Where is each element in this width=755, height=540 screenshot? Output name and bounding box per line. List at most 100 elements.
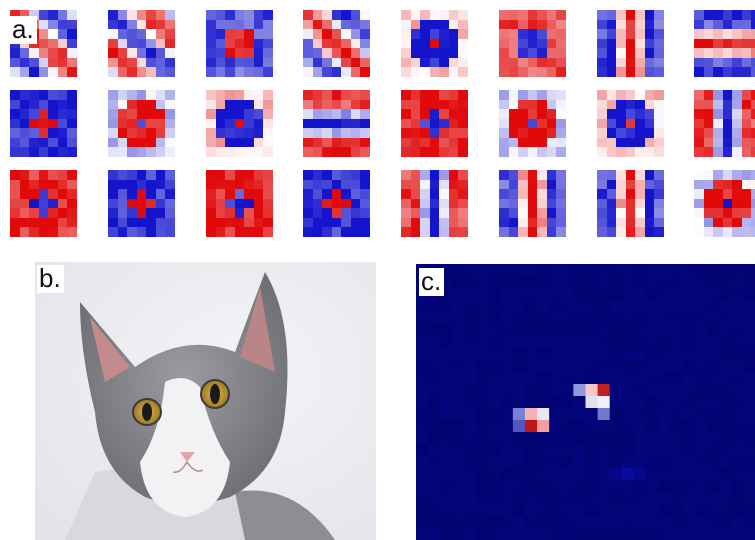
heatmap-cell [561, 396, 574, 409]
heatmap-cell [440, 480, 453, 493]
heatmap-cell [573, 336, 586, 349]
heatmap-cell [694, 516, 708, 529]
heatmap-cell [500, 372, 514, 385]
heatmap-cell [537, 372, 550, 385]
heatmap-cell [452, 456, 465, 469]
conv-filter [10, 90, 77, 157]
heatmap-cell [694, 444, 708, 457]
heatmap-cell [537, 468, 550, 481]
heatmap-cell [658, 408, 671, 421]
heatmap-cell [633, 300, 647, 313]
activation-heatmap [416, 264, 755, 540]
heatmap-cell [524, 276, 538, 289]
heatmap-cell [658, 420, 671, 433]
heatmap-cell [573, 360, 586, 373]
heatmap-cell [537, 384, 550, 397]
heatmap-cell [464, 528, 478, 540]
heatmap-cell [597, 300, 611, 313]
heatmap-cell [682, 300, 695, 313]
heatmap-cell [416, 480, 429, 493]
heatmap-cell [561, 276, 574, 289]
heatmap-cell [440, 528, 453, 540]
heatmap-cell [742, 360, 755, 373]
heatmap-cell [633, 348, 647, 361]
heatmap-cell [500, 384, 514, 397]
heatmap-cell [646, 384, 659, 397]
heatmap-cell [524, 408, 538, 421]
heatmap-cell [561, 480, 574, 493]
heatmap-cell [609, 504, 623, 517]
heatmap-cell [500, 492, 514, 505]
heatmap-cell [706, 504, 720, 517]
heatmap-cell [658, 264, 671, 277]
heatmap-cell [730, 324, 744, 337]
heatmap-cell [500, 528, 514, 540]
heatmap-cell [537, 336, 550, 349]
heatmap-cell [585, 444, 599, 457]
heatmap-cell [585, 384, 599, 397]
heatmap-cell [464, 372, 478, 385]
heatmap-cell [524, 420, 538, 433]
heatmap-cell [500, 516, 514, 529]
heatmap-cell [524, 372, 538, 385]
panel-label-c: c. [419, 268, 445, 296]
heatmap-cell [561, 264, 574, 277]
heatmap-cell [561, 372, 574, 385]
heatmap-cell [524, 324, 538, 337]
heatmap-cell [718, 288, 732, 301]
heatmap-cell [440, 444, 453, 457]
heatmap-cell [609, 312, 623, 325]
heatmap-cell [730, 516, 744, 529]
heatmap-cell [609, 300, 623, 313]
heatmap-cell [440, 336, 453, 349]
heatmap-cell [476, 276, 490, 289]
heatmap-cell [428, 360, 441, 373]
heatmap-cell [524, 312, 538, 325]
heatmap-cell [658, 516, 671, 529]
heatmap-cell [464, 264, 478, 277]
heatmap-cell [621, 420, 635, 433]
heatmap-cell [670, 300, 683, 313]
heatmap-cell [730, 420, 744, 433]
heatmap-cell [694, 432, 708, 445]
heatmap-cell [730, 396, 744, 409]
heatmap-cell [512, 444, 526, 457]
heatmap-cell [464, 300, 478, 313]
heatmap-cell [440, 324, 453, 337]
heatmap-cell [573, 288, 586, 301]
heatmap-cell [428, 408, 441, 421]
heatmap-cell [682, 492, 695, 505]
panel-label-a: a. [10, 16, 37, 44]
conv-filter [108, 10, 175, 77]
heatmap-cell [597, 324, 611, 337]
heatmap-cell [537, 516, 550, 529]
heatmap-cell [742, 336, 755, 349]
heatmap-cell [621, 324, 635, 337]
heatmap-cell [561, 300, 574, 313]
heatmap-cell [573, 468, 586, 481]
heatmap-cell [440, 516, 453, 529]
heatmap-cell [585, 360, 599, 373]
heatmap-cell [512, 420, 526, 433]
heatmap-cell [428, 444, 441, 457]
heatmap-cell [609, 264, 623, 277]
heatmap-cell [573, 528, 586, 540]
heatmap-cell [633, 396, 647, 409]
heatmap-cell [464, 396, 478, 409]
heatmap-cell [512, 312, 526, 325]
heatmap-cell [706, 456, 720, 469]
heatmap-cell [718, 420, 732, 433]
heatmap-cell [742, 264, 755, 277]
heatmap-cell [512, 432, 526, 445]
conv-filter [303, 90, 370, 157]
heatmap-cell [658, 384, 671, 397]
heatmap-cell [512, 360, 526, 373]
heatmap-cell [488, 504, 502, 517]
heatmap-cell [646, 276, 659, 289]
heatmap-cell [416, 516, 429, 529]
heatmap-cell [742, 528, 755, 540]
conv-filter [401, 90, 468, 157]
heatmap-cell [464, 312, 478, 325]
heatmap-cell [646, 492, 659, 505]
heatmap-cell [682, 444, 695, 457]
